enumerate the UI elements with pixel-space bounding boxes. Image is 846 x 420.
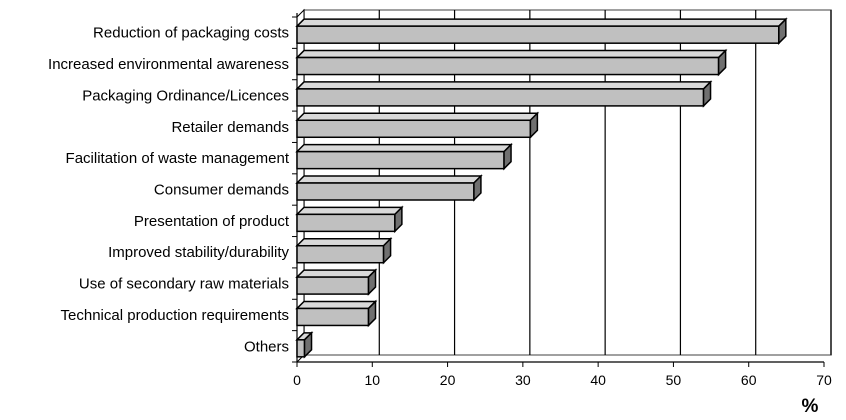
x-tick-labels: 0 10 20 30 40 50 60 70	[293, 372, 832, 388]
bar-6	[295, 174, 483, 202]
bar-side-face	[303, 331, 313, 359]
category-label: Improved stability/durability	[108, 244, 289, 261]
bar-top-face	[295, 206, 404, 216]
bar-top-face	[295, 112, 540, 122]
bar-top-face	[295, 143, 513, 153]
bar-front-face	[296, 25, 780, 44]
x-tick-label-10: 10	[364, 372, 380, 388]
bar-1	[295, 17, 788, 45]
bar-front-face	[296, 150, 505, 170]
bar-side-face	[702, 80, 712, 108]
bar-11	[295, 331, 314, 359]
x-tick-label-30: 30	[515, 372, 531, 388]
bar-side-face	[503, 142, 512, 171]
bar-side-face	[717, 48, 727, 77]
bar-front-face	[296, 276, 370, 295]
category-label: Presentation of product	[134, 213, 290, 230]
bar-top-face	[295, 175, 483, 184]
bar-side-face	[382, 236, 392, 265]
category-label: Consumer demands	[154, 182, 289, 199]
bar-front-face	[296, 88, 705, 107]
bar-10	[295, 299, 378, 328]
category-label: Use of secondary raw materials	[79, 276, 289, 293]
bar-front-face	[296, 244, 385, 264]
x-tick-label-0: 0	[293, 372, 301, 388]
bars	[295, 17, 788, 359]
bar-top-face	[295, 237, 393, 247]
bar-top-face	[295, 300, 378, 310]
bar-front-face	[296, 182, 475, 201]
bar-side-face	[529, 111, 539, 140]
bar-3	[295, 80, 713, 108]
x-tick-label-20: 20	[440, 372, 456, 388]
bar-5	[295, 142, 513, 171]
bar-side-face	[367, 299, 377, 328]
bar-front-face	[296, 339, 306, 358]
x-tick-label-40: 40	[590, 372, 606, 388]
bar-side-face	[473, 174, 482, 202]
bar-front-face	[296, 307, 370, 327]
category-label: Others	[244, 338, 289, 355]
bar-top-face	[295, 81, 713, 90]
bar-8	[295, 236, 393, 265]
category-labels: Reduction of packaging costs Increased en…	[48, 25, 290, 356]
category-label: Retailer demands	[171, 119, 289, 136]
category-label: Increased environmental awareness	[48, 56, 289, 73]
bar-2	[295, 48, 728, 77]
bar-4	[295, 111, 540, 140]
bar-top-face	[295, 49, 728, 59]
category-label: Facilitation of waste management	[66, 150, 290, 167]
x-tick-label-60: 60	[741, 372, 757, 388]
bar-front-face	[296, 56, 720, 76]
x-axis-unit-label: %	[802, 396, 819, 417]
category-label: Reduction of packaging costs	[93, 25, 289, 42]
bar-side-face	[394, 205, 403, 234]
category-label: Packaging Ordinance/Licences	[82, 87, 289, 104]
bar-top-face	[295, 18, 788, 27]
bar-side-face	[367, 268, 377, 296]
bar-9	[295, 268, 378, 296]
bar-top-face	[295, 269, 378, 278]
bar-front-face	[296, 213, 396, 233]
bar-front-face	[296, 119, 532, 139]
x-tick-label-50: 50	[666, 372, 682, 388]
bar-side-face	[778, 17, 787, 45]
x-tick-label-70: 70	[816, 372, 832, 388]
bar-7	[295, 205, 404, 234]
category-label: Technical production requirements	[61, 307, 289, 324]
